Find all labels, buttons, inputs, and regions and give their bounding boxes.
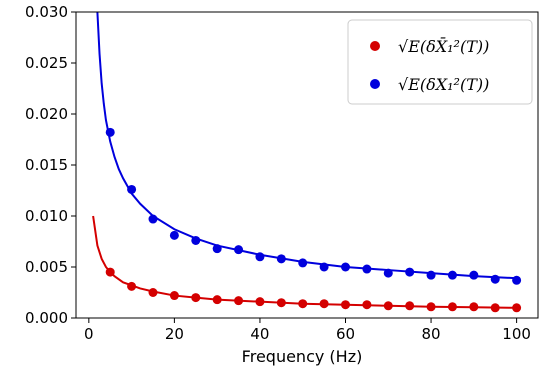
series-1-point — [169, 291, 179, 301]
series-1-point — [426, 302, 436, 312]
series-1-point — [148, 288, 158, 297]
series-1-point — [127, 281, 137, 291]
series-1-point — [105, 267, 115, 277]
series-2-point — [212, 244, 222, 254]
y-tick-label: 0.025 — [25, 54, 68, 72]
x-axis-label: Frequency (Hz) — [242, 347, 363, 366]
series-2-point — [276, 254, 286, 264]
y-tick-label: 0.005 — [25, 258, 68, 276]
x-tick-label: 0 — [84, 325, 94, 343]
x-tick-label: 60 — [336, 325, 355, 343]
series-1-point — [469, 302, 479, 312]
y-tick-label: 0.010 — [25, 207, 68, 225]
series-1-point — [405, 301, 415, 311]
series-1-point — [255, 297, 265, 307]
series-2-point — [127, 184, 137, 194]
series-2-point — [255, 252, 265, 262]
series-1-point — [319, 299, 329, 309]
series-1-point — [212, 295, 222, 305]
series-2-point — [405, 267, 415, 277]
legend-label-1: √E(δX̄₁²(T)) — [398, 35, 489, 56]
series-2-point — [426, 270, 436, 280]
x-tick-label: 20 — [165, 325, 184, 343]
series-2-point — [191, 235, 201, 245]
y-tick-label: 0.020 — [25, 105, 68, 123]
series-2-point — [512, 275, 522, 285]
plot-area — [92, 12, 522, 313]
series-2-point — [105, 127, 115, 137]
x-tick-label: 40 — [250, 325, 269, 343]
series-1-point — [234, 296, 244, 306]
plot-content — [92, 12, 522, 313]
series-2-point — [148, 214, 158, 224]
series-2-point — [447, 270, 457, 280]
legend-marker-1 — [370, 41, 380, 51]
ticks: 0 20 40 60 80 100 0.000 0.005 0.010 0.015 0.020 0.0… — [25, 3, 531, 343]
series-2-point — [383, 268, 393, 278]
legend-marker-2 — [370, 79, 380, 89]
series-1-fit-line — [92, 215, 517, 309]
series-1-point — [341, 300, 350, 310]
series-1-point — [191, 293, 201, 303]
y-tick-label: 0.030 — [25, 3, 68, 21]
series-2-point — [490, 274, 500, 284]
series-1-point — [362, 300, 372, 310]
series-2-point — [341, 262, 350, 272]
x-tick-label: 80 — [422, 325, 441, 343]
legend-label-2: √E(δX₁²(T)) — [398, 75, 489, 94]
series-1-point — [276, 298, 286, 308]
legend: √E(δX̄₁²(T)) √E(δX₁²(T)) — [347, 19, 533, 105]
y-tick-label: 0.000 — [25, 309, 68, 327]
series-1-point — [512, 303, 522, 313]
x-tick-label: 100 — [502, 325, 531, 343]
series-1-point — [383, 301, 393, 311]
series-2-point — [169, 230, 179, 240]
series-2-point — [469, 270, 479, 280]
series-2-point — [234, 245, 244, 255]
legend-box — [347, 19, 533, 105]
series-2-point — [319, 262, 329, 272]
series-1-point — [490, 303, 500, 313]
series-2-point — [362, 264, 372, 274]
series-1-point — [298, 299, 308, 309]
y-tick-label: 0.015 — [25, 156, 68, 174]
series-2-point — [298, 258, 308, 268]
series-1-point — [447, 302, 457, 312]
